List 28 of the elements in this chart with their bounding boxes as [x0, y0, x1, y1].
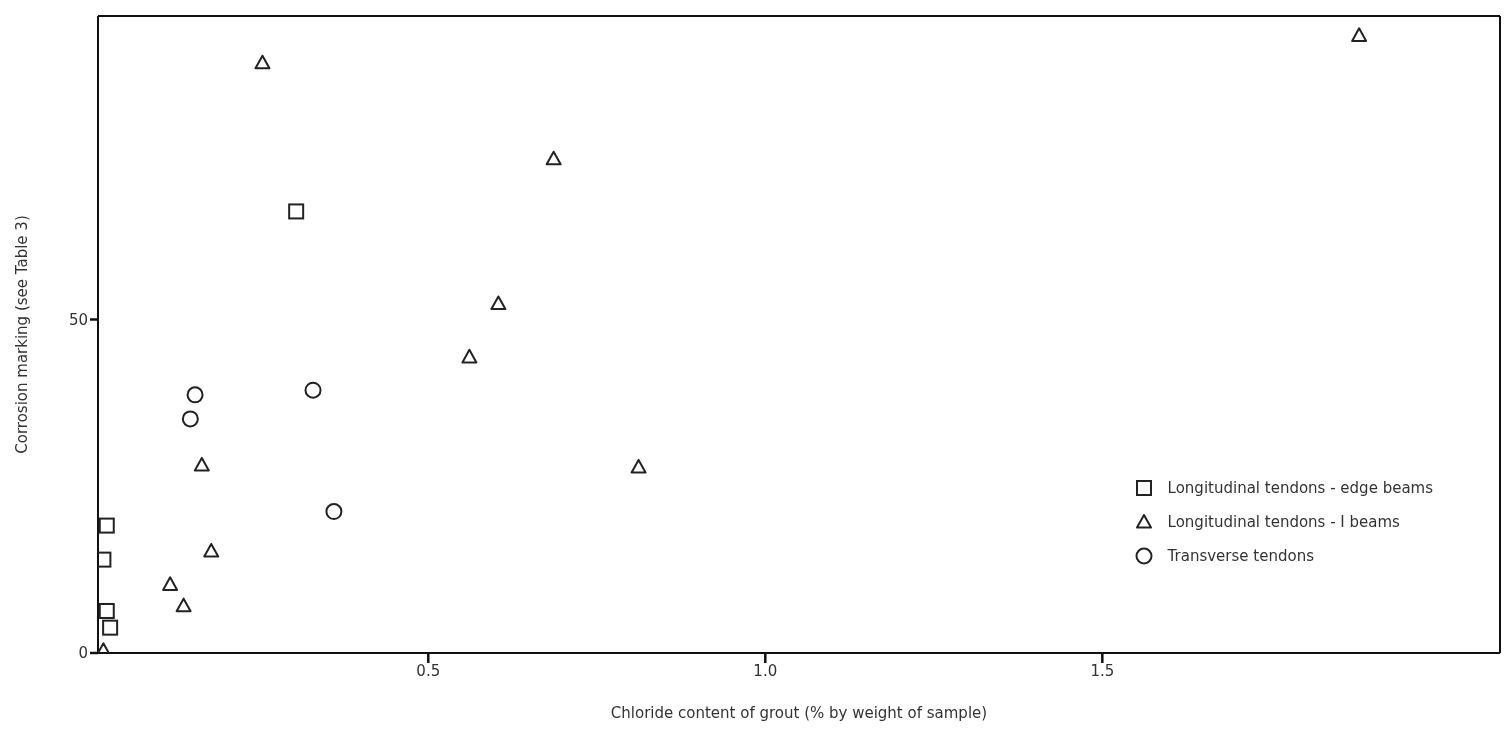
point	[545, 150, 562, 166]
y-axis-title: Corrosion marking (see Table 3)	[13, 215, 32, 454]
point	[461, 348, 478, 364]
point	[288, 203, 305, 220]
point	[254, 54, 271, 70]
point	[98, 602, 115, 619]
point	[98, 517, 115, 534]
point	[630, 458, 647, 474]
point	[325, 503, 343, 521]
point	[102, 619, 119, 636]
y-tick-label: 0	[78, 644, 88, 663]
x-axis-title: Chloride content of grout (% by weight of sample)	[610, 704, 988, 722]
y-tick-label: 50	[68, 310, 88, 329]
point	[1351, 27, 1368, 42]
point	[181, 410, 199, 428]
point	[162, 576, 179, 591]
x-tick-label: 1.5	[1090, 661, 1115, 680]
x-tick-label: 1.0	[753, 661, 778, 680]
point	[186, 386, 204, 404]
point	[175, 597, 192, 613]
point	[203, 542, 220, 558]
point	[490, 295, 507, 311]
x-tick-label: 0.5	[416, 661, 441, 680]
legend-label: Longitudinal tendons - I beams	[1167, 513, 1400, 531]
legend-label: Transverse tendons	[1167, 547, 1314, 565]
legend-label: Longitudinal tendons - edge beams	[1167, 479, 1433, 497]
point	[304, 381, 322, 399]
point	[193, 456, 210, 472]
